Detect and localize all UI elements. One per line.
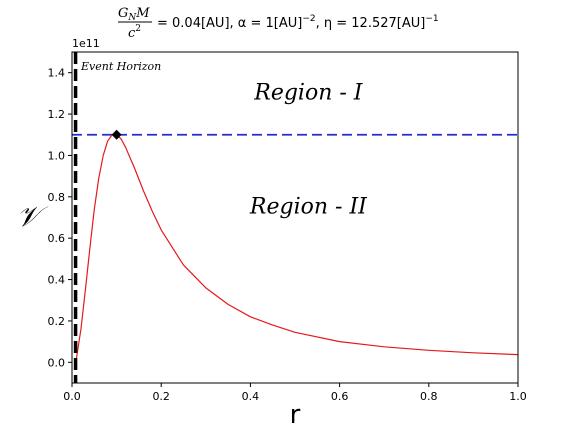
title-num-sub: N <box>127 13 137 23</box>
x-tick-label: 0.6 <box>331 390 349 403</box>
x-tick-label: 1.0 <box>509 390 527 403</box>
title-num-main: G <box>118 6 128 21</box>
y-tick-label: 1.2 <box>48 108 66 121</box>
svg-text:c2: c2 <box>128 24 141 41</box>
y-tick-label: 0.8 <box>48 191 66 204</box>
x-tick-label: 0.4 <box>242 390 260 403</box>
axes-frame <box>71 51 519 384</box>
max-point-marker <box>111 129 122 140</box>
svg-text:= 0.04[AU], α = 1[AU]−2, η = 1: = 0.04[AU], α = 1[AU]−2, η = 12.527[AU]−… <box>157 14 439 31</box>
y-tick-label: 0.4 <box>48 274 66 287</box>
x-tick-label: 0.2 <box>152 390 170 403</box>
y-tick-label: 1.4 <box>48 67 66 80</box>
series-layer <box>75 134 519 359</box>
region-label: Region - II <box>249 194 368 219</box>
series-line <box>75 134 519 359</box>
x-axis-label: r <box>290 400 301 430</box>
y-axis-label: 𝒱 <box>16 200 48 233</box>
x-tick-label: 0.8 <box>420 390 438 403</box>
y-tick-label: 0.2 <box>48 315 66 328</box>
title-den: c <box>128 26 136 41</box>
chart-title: GNM c2 = 0.04[AU], α = 1[AU]−2, η = 12.5… <box>118 6 439 41</box>
y-axis-multiplier: 1e11 <box>72 37 100 50</box>
x-axis-ticks: 0.0 0.2 0.4 0.6 0.8 1.0 <box>63 383 527 403</box>
title-rest: = 0.04[AU], α = 1[AU] <box>157 16 302 31</box>
x-tick-label: 0.0 <box>63 390 81 403</box>
title-rest2: , η = 12.527[AU] <box>316 16 426 31</box>
title-num-rest: M <box>135 6 150 21</box>
svg-text:GNM: GNM <box>118 6 150 23</box>
y-tick-label: 0.6 <box>48 232 66 245</box>
y-axis-ticks: 0.0 0.2 0.4 0.6 0.8 1.0 1.2 1.4 <box>48 67 72 369</box>
y-tick-label: 1.0 <box>48 149 66 162</box>
event-horizon-label: Event Horizon <box>80 60 161 73</box>
title-sup2: −1 <box>425 14 438 24</box>
y-tick-label: 0.0 <box>48 356 66 369</box>
title-sup1: −2 <box>302 14 315 24</box>
title-den-sup: 2 <box>135 24 141 34</box>
marker-layer <box>111 129 122 140</box>
region-annotations: Region - I Region - II <box>249 81 368 220</box>
region-label: Region - I <box>253 81 364 106</box>
